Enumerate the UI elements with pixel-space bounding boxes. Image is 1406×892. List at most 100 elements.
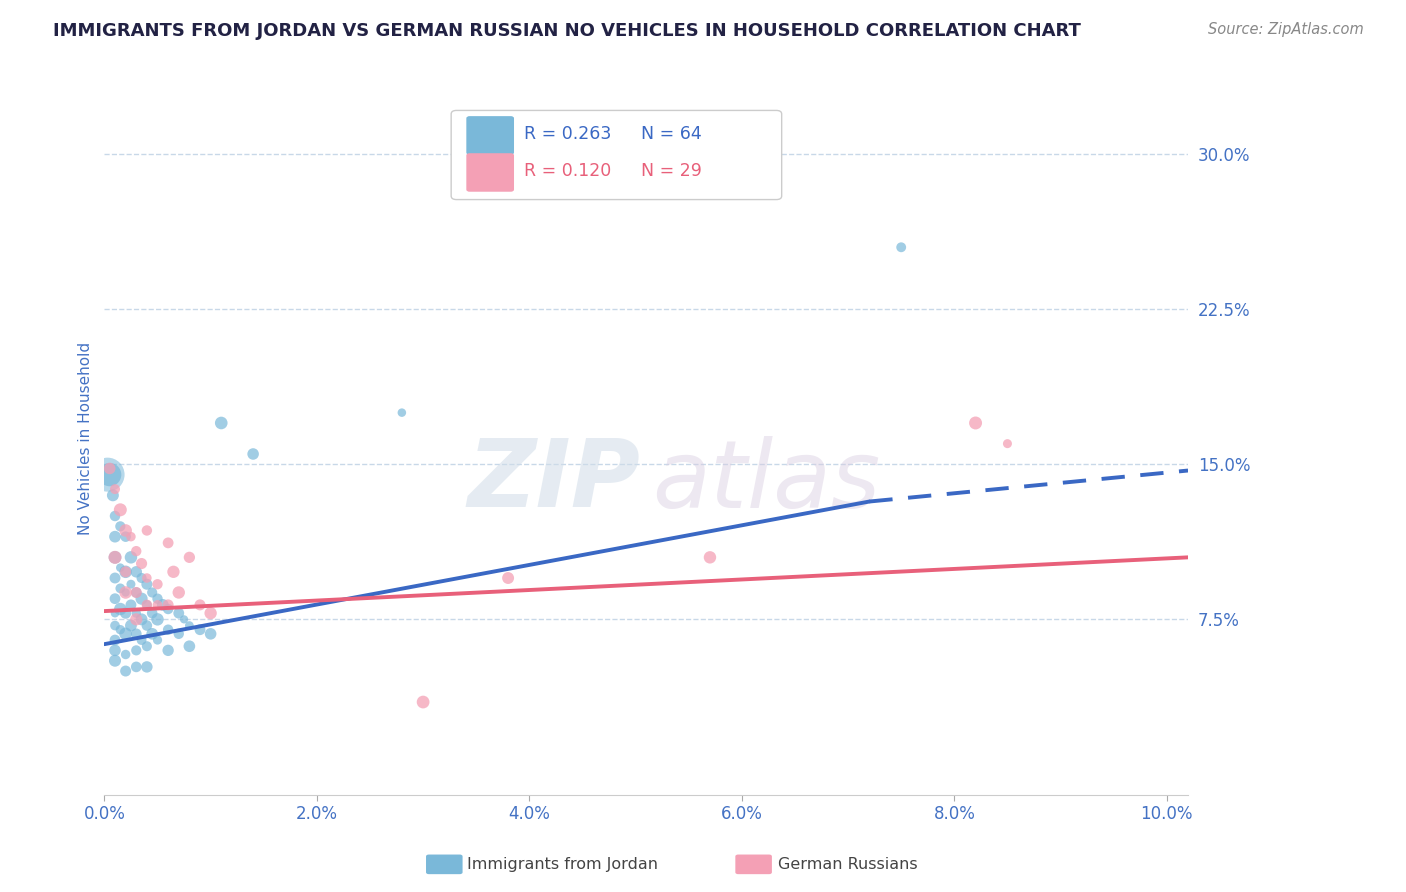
Point bbox=[209, 416, 232, 430]
Point bbox=[125, 660, 148, 674]
Point bbox=[146, 591, 169, 606]
Point bbox=[104, 508, 127, 523]
Point bbox=[157, 643, 180, 657]
Point bbox=[120, 530, 142, 544]
Point bbox=[125, 612, 148, 626]
Point bbox=[104, 654, 127, 668]
Point bbox=[120, 550, 142, 565]
Point bbox=[965, 416, 987, 430]
Point bbox=[131, 557, 153, 571]
Point bbox=[391, 406, 413, 420]
Point bbox=[997, 436, 1019, 450]
Text: ZIP: ZIP bbox=[468, 435, 641, 527]
Point bbox=[104, 550, 127, 565]
Point bbox=[120, 618, 142, 632]
Point bbox=[157, 602, 180, 616]
Point bbox=[98, 461, 121, 475]
Point bbox=[135, 639, 157, 653]
Point bbox=[146, 598, 169, 612]
Point bbox=[104, 618, 127, 632]
Point bbox=[114, 648, 136, 662]
Point bbox=[157, 623, 180, 637]
Point bbox=[120, 577, 142, 591]
Point bbox=[167, 585, 190, 599]
Point bbox=[125, 565, 148, 579]
Point bbox=[101, 488, 124, 502]
Point bbox=[104, 571, 127, 585]
Point bbox=[104, 482, 127, 496]
Point bbox=[131, 633, 153, 648]
Point bbox=[110, 602, 132, 616]
Point bbox=[141, 606, 163, 620]
Point bbox=[135, 577, 157, 591]
Point bbox=[104, 550, 127, 565]
Point bbox=[125, 606, 148, 620]
Point bbox=[179, 639, 201, 653]
Point bbox=[179, 618, 201, 632]
FancyBboxPatch shape bbox=[467, 116, 515, 154]
Point bbox=[114, 664, 136, 678]
Point bbox=[110, 582, 132, 596]
Point bbox=[104, 643, 127, 657]
Point bbox=[146, 577, 169, 591]
Point bbox=[699, 550, 721, 565]
Point bbox=[135, 598, 157, 612]
Point bbox=[125, 627, 148, 641]
Point bbox=[97, 467, 120, 482]
Point bbox=[200, 606, 222, 620]
Text: N = 64: N = 64 bbox=[641, 125, 702, 143]
Point bbox=[135, 598, 157, 612]
Point bbox=[200, 627, 222, 641]
Point bbox=[496, 571, 519, 585]
Point bbox=[114, 565, 136, 579]
Point bbox=[114, 524, 136, 538]
Point bbox=[131, 571, 153, 585]
Point bbox=[167, 606, 190, 620]
Text: R = 0.120: R = 0.120 bbox=[524, 162, 612, 180]
Point bbox=[188, 598, 211, 612]
Point bbox=[114, 585, 136, 599]
FancyBboxPatch shape bbox=[451, 111, 782, 200]
Point bbox=[114, 585, 136, 599]
Text: Source: ZipAtlas.com: Source: ZipAtlas.com bbox=[1208, 22, 1364, 37]
Point bbox=[110, 503, 132, 517]
Text: N = 29: N = 29 bbox=[641, 162, 702, 180]
Point bbox=[110, 519, 132, 533]
Point bbox=[152, 598, 174, 612]
Point bbox=[157, 598, 180, 612]
Point bbox=[162, 565, 184, 579]
Point bbox=[188, 623, 211, 637]
Point bbox=[114, 530, 136, 544]
Point bbox=[104, 606, 127, 620]
Point bbox=[135, 571, 157, 585]
Point bbox=[242, 447, 264, 461]
Point bbox=[125, 585, 148, 599]
Point bbox=[114, 565, 136, 579]
Point bbox=[98, 467, 121, 482]
Point bbox=[890, 240, 912, 254]
Point bbox=[125, 585, 148, 599]
Point bbox=[110, 623, 132, 637]
Point bbox=[104, 530, 127, 544]
Point bbox=[125, 544, 148, 558]
Point bbox=[120, 598, 142, 612]
Point bbox=[141, 585, 163, 599]
Point bbox=[135, 524, 157, 538]
Point bbox=[157, 536, 180, 550]
Text: German Russians: German Russians bbox=[778, 857, 917, 871]
Y-axis label: No Vehicles in Household: No Vehicles in Household bbox=[79, 342, 93, 535]
Point bbox=[131, 612, 153, 626]
Point bbox=[114, 606, 136, 620]
Point bbox=[167, 627, 190, 641]
Point bbox=[141, 627, 163, 641]
Point bbox=[125, 643, 148, 657]
Point bbox=[104, 633, 127, 648]
Point bbox=[173, 612, 195, 626]
Text: Immigrants from Jordan: Immigrants from Jordan bbox=[467, 857, 658, 871]
Point bbox=[131, 591, 153, 606]
Point bbox=[114, 627, 136, 641]
Point bbox=[412, 695, 434, 709]
FancyBboxPatch shape bbox=[467, 153, 515, 192]
Text: IMMIGRANTS FROM JORDAN VS GERMAN RUSSIAN NO VEHICLES IN HOUSEHOLD CORRELATION CH: IMMIGRANTS FROM JORDAN VS GERMAN RUSSIAN… bbox=[53, 22, 1081, 40]
Point bbox=[135, 618, 157, 632]
